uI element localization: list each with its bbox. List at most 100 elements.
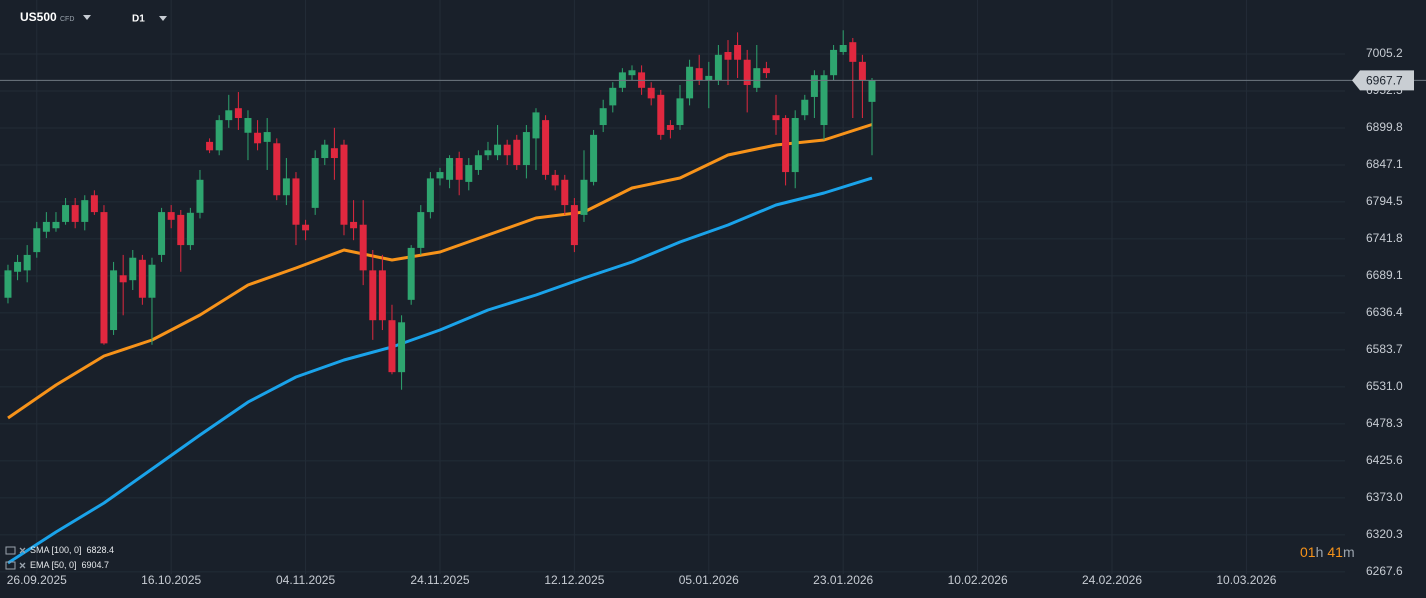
- candle-body: [743, 59, 751, 86]
- x-tick-label: 12.12.2025: [544, 573, 604, 587]
- last-price-tag: [1352, 70, 1414, 91]
- candle-body: [513, 139, 521, 166]
- symbol-dropdown[interactable]: [83, 15, 91, 20]
- candle-body: [465, 165, 473, 182]
- candle-body: [138, 259, 146, 298]
- x-tick-label: 10.03.2026: [1216, 573, 1276, 587]
- grid: [0, 0, 1345, 574]
- symbol-tag: CFD: [60, 16, 74, 23]
- y-tick-label: 6847.1: [1366, 157, 1403, 171]
- candle-body: [167, 212, 175, 220]
- x-tick-label: 24.11.2025: [410, 573, 469, 587]
- candle-body: [398, 322, 406, 373]
- legend-remove[interactable]: [19, 562, 26, 569]
- plot: [0, 30, 1426, 565]
- candle-body: [225, 110, 233, 121]
- candle-body: [254, 132, 262, 144]
- candle-body: [532, 112, 540, 139]
- candle-body: [724, 52, 732, 60]
- candle-body: [734, 45, 742, 60]
- candle-body: [177, 214, 185, 246]
- candle-body: [503, 144, 511, 156]
- candle-body: [868, 80, 876, 102]
- y-tick-label: 6794.5: [1366, 194, 1403, 208]
- legend-value: 6828.4: [87, 545, 115, 555]
- x-tick-label: 05.01.2026: [679, 573, 739, 587]
- candle-body: [436, 172, 444, 179]
- candle-body: [244, 118, 252, 133]
- candle-body: [426, 178, 434, 213]
- timeframe-dropdown[interactable]: [159, 16, 167, 21]
- candle-body: [446, 158, 454, 180]
- candle-body: [14, 261, 22, 272]
- candle-body: [119, 275, 127, 283]
- legend-icon[interactable]: [5, 546, 16, 555]
- candle-body: [407, 247, 415, 300]
- x-tick-label: 26.09.2025: [7, 573, 67, 587]
- candle-body: [4, 270, 12, 298]
- candle-body: [839, 45, 847, 53]
- candle-body: [215, 120, 223, 151]
- y-tick-label: 7005.2: [1366, 46, 1403, 60]
- candle-body: [590, 134, 598, 182]
- candle-body: [311, 158, 319, 208]
- x-tick-label: 04.11.2025: [276, 573, 335, 587]
- legend-entry: EMA [50, 0] 6904.7: [30, 560, 109, 570]
- timer-hours: 01: [1300, 544, 1316, 560]
- legend-remove[interactable]: [19, 547, 26, 554]
- legend-name: SMA [100, 0]: [30, 545, 82, 555]
- symbol: US500: [20, 10, 57, 24]
- candle-body: [321, 144, 329, 159]
- header: US500 CFD D1: [20, 10, 167, 25]
- candle-body: [359, 224, 367, 271]
- candle-body: [110, 270, 118, 331]
- legend-icon[interactable]: [5, 561, 16, 570]
- candle-body: [782, 118, 790, 173]
- candle-body: [599, 108, 607, 126]
- y-tick-label: 6531.0: [1366, 379, 1403, 393]
- candle-body: [628, 70, 636, 76]
- candle-body: [820, 75, 828, 126]
- x-tick-label: 16.10.2025: [141, 573, 201, 587]
- y-tick-label: 6373.0: [1366, 490, 1403, 504]
- candle-body: [858, 61, 866, 81]
- candle-body: [158, 212, 166, 255]
- candle-body: [753, 68, 761, 88]
- candle-body: [206, 141, 214, 151]
- y-tick-label: 6583.7: [1366, 342, 1403, 356]
- x-tick-label: 23.01.2026: [813, 573, 873, 587]
- candle-body: [561, 179, 569, 206]
- candle-body: [570, 205, 578, 246]
- candle-body: [580, 179, 588, 215]
- candle-body: [378, 270, 386, 321]
- candle-body: [772, 115, 780, 121]
- y-tick-label: 6741.8: [1366, 231, 1403, 245]
- candle-body: [388, 320, 396, 373]
- candle-body: [830, 49, 838, 76]
- y-tick-label: 6478.3: [1366, 416, 1403, 430]
- indicator-line: [7, 176, 873, 565]
- candle-body: [186, 212, 194, 246]
- candle-body: [455, 158, 463, 180]
- candle-body: [263, 132, 271, 142]
- timer: 01h 41m: [1300, 544, 1355, 560]
- candle-body: [196, 179, 204, 213]
- y-tick-label: 6267.6: [1366, 564, 1403, 578]
- candle-body: [282, 178, 290, 196]
- candle-timer: 01h 41m: [1300, 544, 1355, 560]
- candle-body: [148, 264, 156, 298]
- candle-body: [340, 144, 348, 225]
- timeframe[interactable]: D1: [132, 14, 145, 25]
- candle-body: [292, 178, 300, 225]
- legend-entry: SMA [100, 0] 6828.4: [30, 545, 114, 555]
- candle-body: [369, 270, 377, 321]
- candle-body: [23, 254, 31, 271]
- candle-body: [62, 205, 70, 222]
- axes: 7005.26952.56899.86847.16794.56741.86689…: [7, 46, 1414, 587]
- candle-body: [609, 87, 617, 106]
- timer-hours-unit: h: [1316, 544, 1324, 560]
- candle-body: [522, 132, 530, 166]
- candle-body: [81, 200, 89, 222]
